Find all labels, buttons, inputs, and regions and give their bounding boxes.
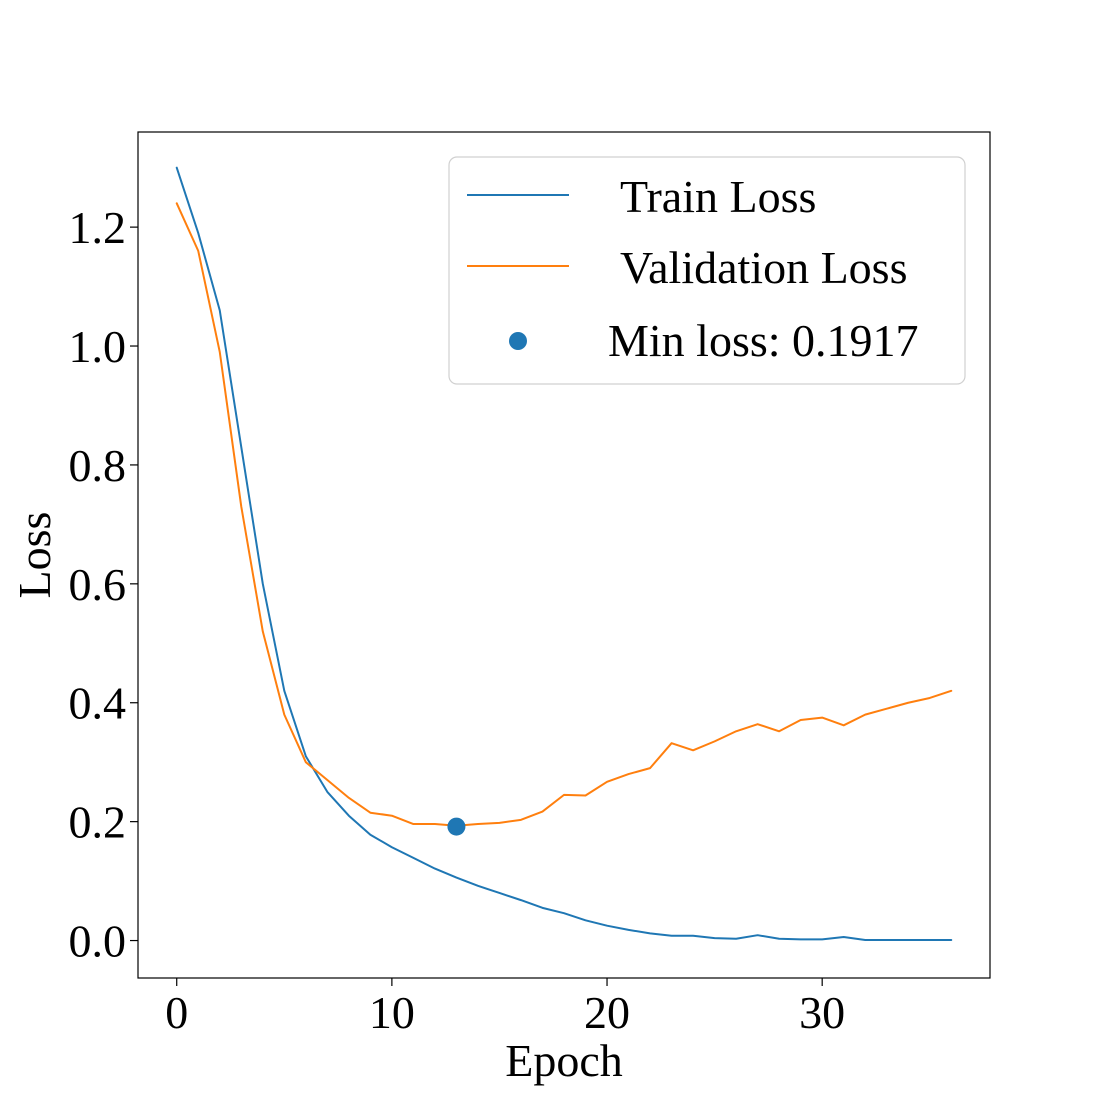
legend-box (448, 156, 966, 385)
x-axis-ticks: 0 10 20 30 (165, 978, 845, 1038)
y-tick-label: 0.0 (69, 916, 127, 967)
x-tick-label: 10 (369, 987, 415, 1038)
y-tick-label: 0.8 (69, 440, 127, 491)
plot-frame (137, 131, 991, 979)
series-layer (175, 166, 953, 941)
y-axis-label: Loss (9, 512, 60, 599)
legend-min-loss-marker (509, 332, 527, 350)
series-line-train-loss (175, 166, 953, 941)
y-tick-label: 1.2 (69, 202, 127, 253)
y-tick-label: 0.2 (69, 797, 127, 848)
min-loss-point (447, 817, 466, 836)
legend-min-loss-label: Min loss: 0.1917 (608, 315, 919, 366)
x-tick-label: 20 (584, 987, 630, 1038)
legend-validation-label: Validation Loss (620, 242, 907, 293)
y-axis-ticks: 0.0 0.2 0.4 0.6 0.8 1.0 1.2 (69, 202, 138, 967)
y-tick-label: 0.4 (69, 678, 127, 729)
x-tick-label: 30 (799, 987, 845, 1038)
x-axis-label: Epoch (505, 1035, 623, 1086)
legend: Train Loss Validation Loss Min loss: 0.1… (448, 156, 966, 385)
marker-layer (447, 817, 466, 836)
x-tick-label: 0 (165, 987, 188, 1038)
legend-train-label: Train Loss (620, 171, 816, 222)
y-tick-label: 0.6 (69, 559, 127, 610)
series-line-validation-loss (175, 202, 953, 827)
y-tick-label: 1.0 (69, 321, 127, 372)
